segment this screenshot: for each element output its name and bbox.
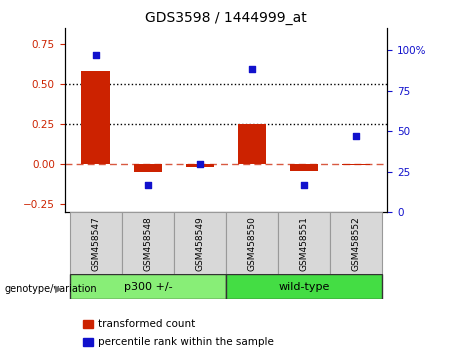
Text: GSM458548: GSM458548: [143, 216, 152, 271]
Bar: [82, 71, 110, 164]
Text: ▶: ▶: [55, 284, 62, 293]
Text: percentile rank within the sample: percentile rank within the sample: [98, 337, 274, 347]
Bar: [122, 212, 174, 274]
Text: genotype/variation: genotype/variation: [5, 284, 97, 293]
Bar: [185, 164, 214, 167]
Bar: [290, 164, 318, 171]
Point: [144, 182, 152, 188]
Text: wild-type: wild-type: [278, 282, 330, 292]
Bar: [278, 212, 330, 274]
Point: [248, 67, 255, 72]
Bar: [226, 274, 382, 299]
Text: GSM458550: GSM458550: [248, 216, 256, 271]
Title: GDS3598 / 1444999_at: GDS3598 / 1444999_at: [145, 11, 307, 24]
Bar: [237, 124, 266, 164]
Bar: [70, 274, 226, 299]
Bar: [174, 212, 226, 274]
Bar: [330, 212, 382, 274]
Text: GSM458551: GSM458551: [300, 216, 308, 271]
Bar: [226, 212, 278, 274]
Bar: [70, 212, 122, 274]
Text: p300 +/-: p300 +/-: [124, 282, 172, 292]
Point: [300, 182, 307, 188]
Text: GSM458547: GSM458547: [91, 216, 100, 271]
Text: transformed count: transformed count: [98, 319, 195, 329]
Point: [196, 161, 204, 166]
Bar: [134, 164, 162, 172]
Text: GSM458549: GSM458549: [195, 216, 204, 271]
Point: [92, 52, 100, 58]
Bar: [342, 164, 370, 165]
Text: GSM458552: GSM458552: [351, 216, 361, 271]
Point: [352, 133, 360, 139]
